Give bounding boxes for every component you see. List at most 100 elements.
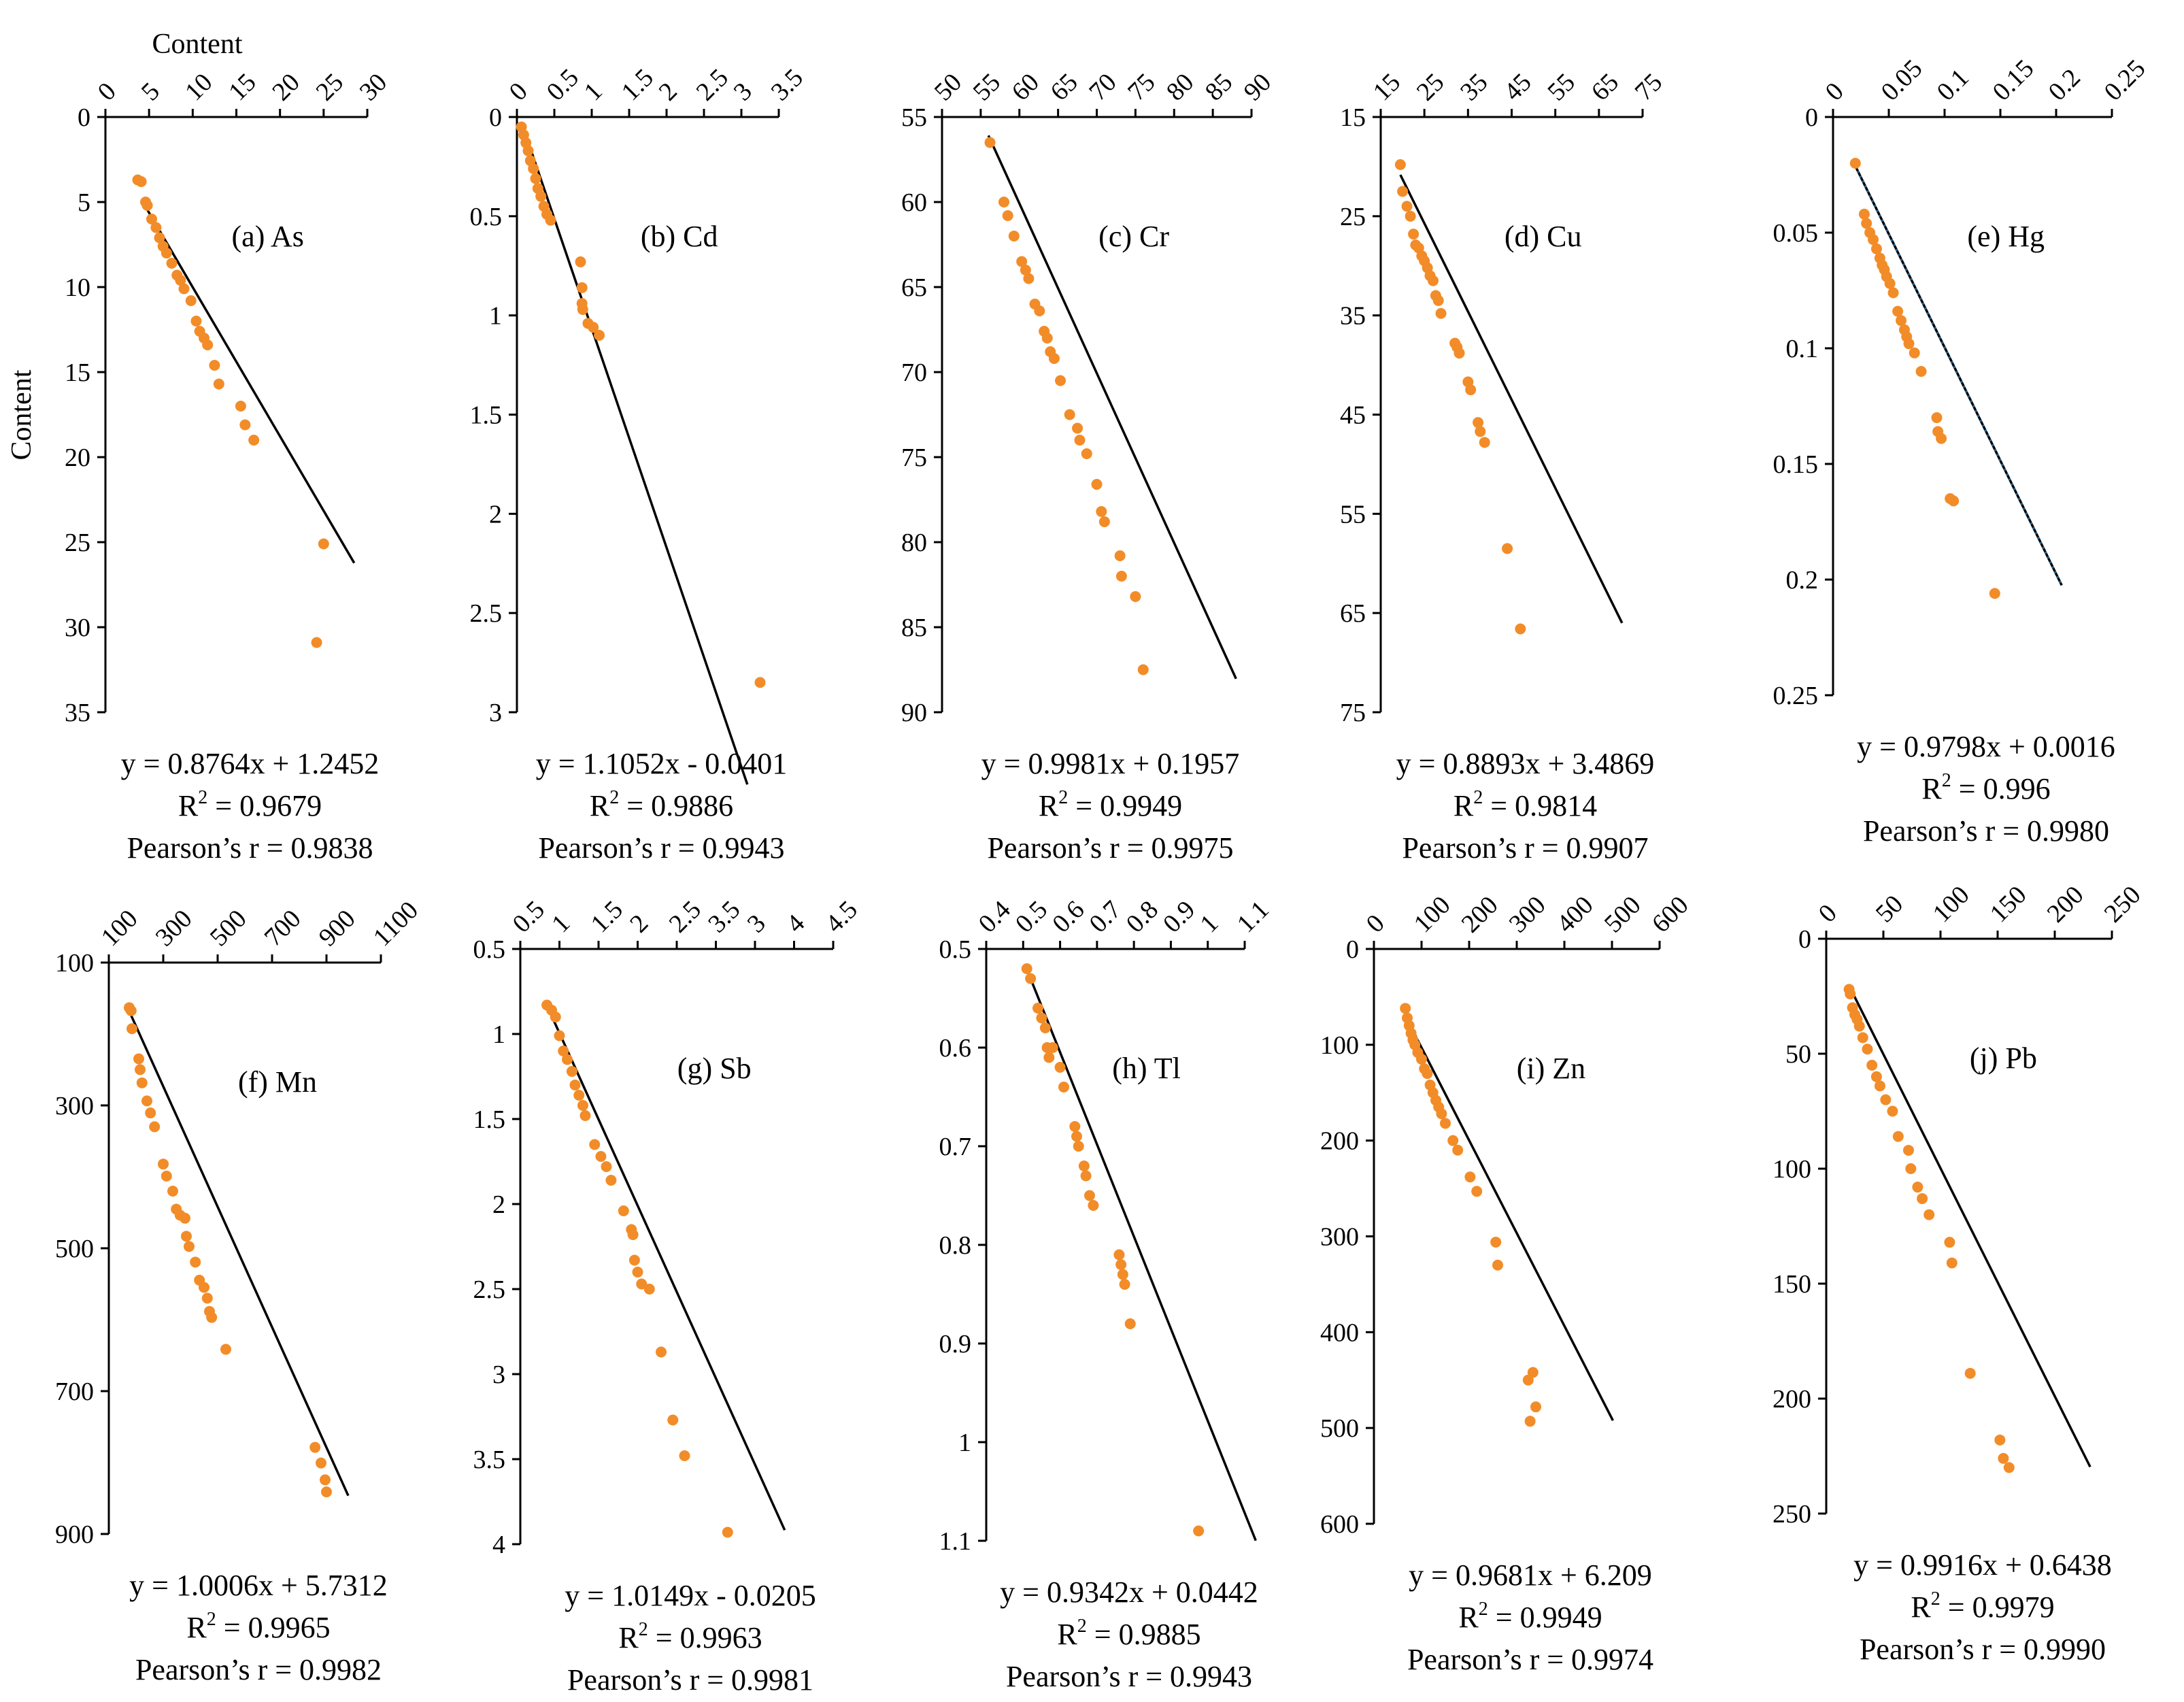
- r-squared-value: = 0.9949: [1068, 789, 1182, 822]
- r-squared-label: R: [1911, 1590, 1931, 1624]
- data-point: [1902, 1144, 1914, 1156]
- data-point: [1492, 1259, 1503, 1271]
- data-point: [573, 1090, 585, 1101]
- data-point: [146, 214, 158, 224]
- x-tick-label: 50: [1870, 890, 1909, 929]
- regression-equation: y = 0.9681x + 6.209: [1409, 1558, 1652, 1592]
- data-point: [135, 176, 147, 187]
- data-point: [167, 1186, 178, 1197]
- data-point: [1884, 278, 1896, 289]
- data-point: [1861, 218, 1872, 229]
- x-tick-label: 0.15: [1987, 54, 2040, 107]
- x-tick-label: 4: [781, 909, 810, 938]
- data-point: [566, 1066, 577, 1077]
- y-tick-label: 0.5: [470, 203, 503, 231]
- y-tick-label: 0: [1798, 925, 1811, 954]
- data-point: [656, 1346, 667, 1358]
- y-tick-label: 100: [1773, 1155, 1811, 1184]
- data-point: [576, 282, 588, 293]
- x-tick-label: 35: [1455, 68, 1494, 107]
- data-point: [1473, 417, 1484, 429]
- y-tick-label: 65: [1340, 599, 1366, 628]
- r-squared: R2 = 0.9949: [1458, 1599, 1602, 1634]
- data-point: [1081, 448, 1092, 459]
- data-point: [1436, 1108, 1447, 1120]
- data-point: [181, 1231, 192, 1242]
- y-tick-label: 0.1: [1786, 335, 1819, 363]
- data-point: [145, 1107, 156, 1119]
- y-tick-label: 200: [1320, 1127, 1359, 1156]
- data-point: [311, 637, 322, 648]
- y-tick-label: 0: [1805, 103, 1818, 132]
- data-point: [1023, 273, 1035, 284]
- data-point: [1096, 506, 1107, 517]
- data-point: [1989, 588, 2000, 599]
- y-tick-label: 25: [1340, 203, 1366, 231]
- data-point: [1084, 1190, 1095, 1201]
- data-point: [161, 1170, 172, 1182]
- r-squared-value: = 0.9949: [1488, 1601, 1602, 1634]
- y-tick-label: 100: [55, 949, 94, 978]
- y-tick-label: 600: [1320, 1510, 1359, 1539]
- panel-label: (a) As: [232, 220, 304, 253]
- r-squared-value: = 0.9679: [207, 789, 322, 822]
- data-point: [220, 1344, 231, 1355]
- data-point: [1064, 409, 1075, 420]
- data-point: [178, 283, 190, 295]
- data-point: [1073, 1141, 1084, 1152]
- pearson-r: Pearson’s r = 0.9975: [987, 831, 1233, 865]
- data-point: [1416, 1053, 1427, 1065]
- x-tick-label: 1: [579, 77, 608, 106]
- data-point: [1870, 1071, 1882, 1082]
- data-point: [1530, 1401, 1541, 1413]
- y-tick-label: 55: [1340, 500, 1366, 529]
- data-point: [1428, 275, 1439, 286]
- r-squared-value: = 0.9963: [648, 1621, 762, 1654]
- data-point: [1039, 1022, 1051, 1033]
- x-tick-label: 5: [136, 77, 165, 106]
- y-tick-label: 0.25: [1773, 682, 1819, 710]
- data-point: [632, 1267, 643, 1278]
- r-squared: R2 = 0.9949: [1039, 787, 1182, 822]
- data-point: [1912, 1182, 1923, 1193]
- r-squared-label: R: [186, 1611, 207, 1644]
- x-tick-label: 70: [1083, 68, 1122, 107]
- x-tick-label: 85: [1200, 68, 1239, 107]
- y-tick-label: 900: [55, 1520, 94, 1549]
- data-point: [577, 303, 588, 315]
- data-point: [161, 248, 172, 258]
- panel-label: (h) Tl: [1112, 1052, 1181, 1085]
- data-point: [1866, 1059, 1878, 1071]
- data-point: [1853, 1020, 1865, 1032]
- data-point: [1119, 1279, 1130, 1290]
- fit-line: [1024, 964, 1257, 1541]
- data-point: [636, 1278, 648, 1290]
- r-squared-label: R: [178, 789, 199, 822]
- x-tick-label: 0: [1361, 909, 1390, 938]
- pearson-r: Pearson’s r = 0.9838: [127, 831, 373, 865]
- fit-line: [987, 135, 1237, 680]
- r-squared-value: = 0.9965: [216, 1611, 331, 1644]
- regression-equation: y = 1.1052x - 0.0401: [536, 747, 787, 780]
- data-point: [1058, 1082, 1069, 1092]
- data-point: [202, 339, 214, 350]
- y-tick-label: 50: [1785, 1040, 1811, 1069]
- r-squared-value: = 0.9885: [1087, 1618, 1201, 1651]
- fit-line: [1399, 174, 1624, 624]
- data-point: [1020, 265, 1031, 276]
- y-tick-label: 90: [901, 699, 927, 727]
- r-squared: R2 = 0.9965: [186, 1609, 330, 1644]
- pearson-r: Pearson’s r = 0.9981: [567, 1663, 813, 1697]
- y-tick-label: 250: [1773, 1500, 1811, 1529]
- data-point: [1032, 1003, 1043, 1014]
- regression-equation: y = 1.0006x + 5.7312: [129, 1569, 388, 1602]
- panel-label: (g) Sb: [677, 1052, 752, 1085]
- r-squared-label: R: [618, 1621, 639, 1654]
- r-squared-superscript: 2: [1077, 1616, 1087, 1637]
- data-point: [206, 1312, 218, 1323]
- x-tick-label: 100: [1928, 880, 1975, 928]
- chart-panel: 0.51 1.52 2.53.53 4 4.50.511.522.533.54(g) S…: [473, 895, 863, 1697]
- x-tick-label: 1.1: [1232, 895, 1275, 938]
- data-point: [248, 435, 260, 446]
- data-point: [1025, 973, 1037, 984]
